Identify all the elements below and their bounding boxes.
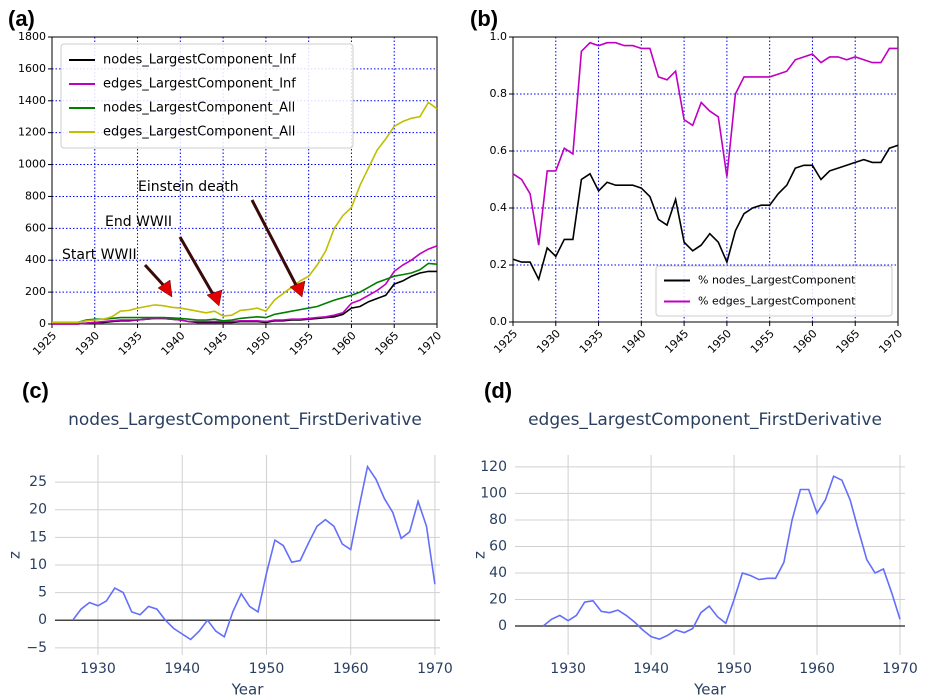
- panel: (b) 1925 1930 1935 1940 1945 1950 1955 1960 1965 1…: [470, 6, 905, 356]
- legend-label: nodes_LargestComponent_Inf: [103, 53, 296, 68]
- annotation: Einstein death: [138, 179, 239, 195]
- x-axis-label: Year: [693, 681, 727, 699]
- y-tick-label: 20: [489, 591, 507, 607]
- x-tick-label: 1930: [550, 661, 586, 677]
- panel: (a) 1925 1930 1935 1940 1945 1950 1955 1960 1965 1…: [8, 6, 444, 358]
- annotation: End WWII: [105, 214, 172, 230]
- x-tick-label: 1970: [882, 661, 918, 677]
- x-tick-label: 1970: [417, 661, 453, 677]
- y-tick-label: 0.8: [490, 87, 508, 100]
- y-tick-label: 25: [29, 474, 47, 490]
- x-tick-label: 1950: [244, 329, 273, 358]
- y-tick-label: 1000: [18, 158, 46, 171]
- panel-label: (b): [470, 6, 498, 31]
- x-tick-label: 1965: [372, 329, 401, 358]
- data-line: [512, 144, 899, 282]
- y-tick-label: 10: [29, 557, 47, 573]
- y-tick-label: 1800: [18, 30, 46, 43]
- y-tick-label: 200: [25, 285, 46, 298]
- x-tick-label: 1970: [876, 327, 905, 356]
- x-tick-label: 1960: [330, 329, 359, 358]
- plot-frame: [51, 36, 438, 325]
- legend-label: % nodes_LargestComponent: [698, 274, 856, 287]
- x-tick-label: 1930: [534, 327, 563, 356]
- y-tick-label: 400: [25, 253, 46, 266]
- panel-label: (d): [484, 378, 512, 403]
- panel-label: (c): [22, 378, 49, 403]
- charts: (a) 1925 1930 1935 1940 1945 1950 1955 1960 1965 1…: [6, 6, 918, 699]
- x-tick-label: 1965: [833, 327, 862, 356]
- legend-label: nodes_LargestComponent_All: [103, 101, 295, 116]
- x-axis-label: Year: [231, 681, 265, 699]
- y-tick-label: 40: [489, 565, 507, 581]
- y-tick-label: 100: [480, 485, 507, 501]
- x-tick-label: 1960: [799, 661, 835, 677]
- y-tick-label: 5: [38, 585, 47, 601]
- legend-box: [655, 265, 893, 317]
- annotation: Start WWII: [62, 247, 137, 263]
- y-tick-label: 1200: [18, 126, 46, 139]
- data-line: [72, 464, 436, 641]
- y-tick-label: 0.6: [490, 144, 508, 157]
- y-tick-label: 0.0: [490, 315, 508, 328]
- y-tick-label: 1.0: [490, 30, 508, 43]
- chart-title: edges_LargestComponent_FirstDerivative: [528, 410, 882, 430]
- x-tick-label: 1940: [164, 661, 200, 677]
- x-tick-label: 1935: [577, 327, 606, 356]
- x-tick-label: 1960: [791, 327, 820, 356]
- y-axis-label: z: [471, 551, 489, 559]
- legend-label: edges_LargestComponent_Inf: [103, 77, 296, 92]
- legend-label: % edges_LargestComponent: [698, 295, 856, 308]
- y-tick-label: 0.2: [490, 258, 508, 271]
- y-tick-label: 60: [489, 538, 507, 554]
- legend-label: edges_LargestComponent_All: [103, 125, 295, 140]
- annotation-arrows: [143, 199, 306, 307]
- x-tick-label: 1955: [748, 327, 777, 356]
- x-tick-label: 1925: [30, 329, 59, 358]
- x-tick-label: 1950: [705, 327, 734, 356]
- x-tick-label: 1950: [249, 661, 285, 677]
- y-axis-label: z: [6, 551, 24, 559]
- y-tick-label: 1400: [18, 94, 46, 107]
- data-line: [52, 245, 438, 325]
- y-tick-label: 1600: [18, 62, 46, 75]
- panel-label: (a): [8, 6, 35, 31]
- y-tick-label: 0: [38, 612, 47, 628]
- x-tick-label: 1950: [716, 661, 752, 677]
- x-tick-label: 1940: [159, 329, 188, 358]
- y-tick-label: 0: [498, 618, 507, 634]
- x-tick-label: 1970: [415, 329, 444, 358]
- x-tick-label: 1945: [201, 329, 230, 358]
- y-tick-label: 80: [489, 512, 507, 528]
- x-tick-label: 1940: [633, 661, 669, 677]
- x-tick-label: 1945: [662, 327, 691, 356]
- panel: (c) nodes_LargestComponent_FirstDerivativ…: [6, 378, 453, 699]
- y-tick-label: 800: [25, 189, 46, 202]
- y-tick-label: 120: [480, 459, 507, 475]
- x-tick-label: 1955: [287, 329, 316, 358]
- y-tick-label: 600: [25, 221, 46, 234]
- data-line: [512, 41, 898, 246]
- y-tick-label: 0.4: [490, 201, 508, 214]
- y-tick-label: 15: [29, 529, 47, 545]
- plot-frame: [512, 36, 899, 323]
- data-line: [52, 101, 438, 324]
- y-tick-label: 0: [39, 317, 46, 330]
- x-tick-label: 1930: [73, 329, 102, 358]
- panel: (d) edges_LargestComponent_FirstDerivativ…: [471, 378, 918, 699]
- data-line: [52, 270, 437, 325]
- x-tick-label: 1960: [333, 661, 369, 677]
- data-line: [52, 262, 438, 324]
- chart-title: nodes_LargestComponent_FirstDerivative: [68, 410, 422, 430]
- x-tick-label: 1930: [80, 661, 116, 677]
- y-tick-label: 20: [29, 502, 47, 518]
- x-tick-label: 1925: [491, 327, 520, 356]
- data-line: [542, 475, 901, 641]
- x-tick-label: 1940: [620, 327, 649, 356]
- y-tick-label: −5: [26, 640, 47, 656]
- legend-box: [60, 43, 354, 149]
- x-tick-label: 1935: [116, 329, 145, 358]
